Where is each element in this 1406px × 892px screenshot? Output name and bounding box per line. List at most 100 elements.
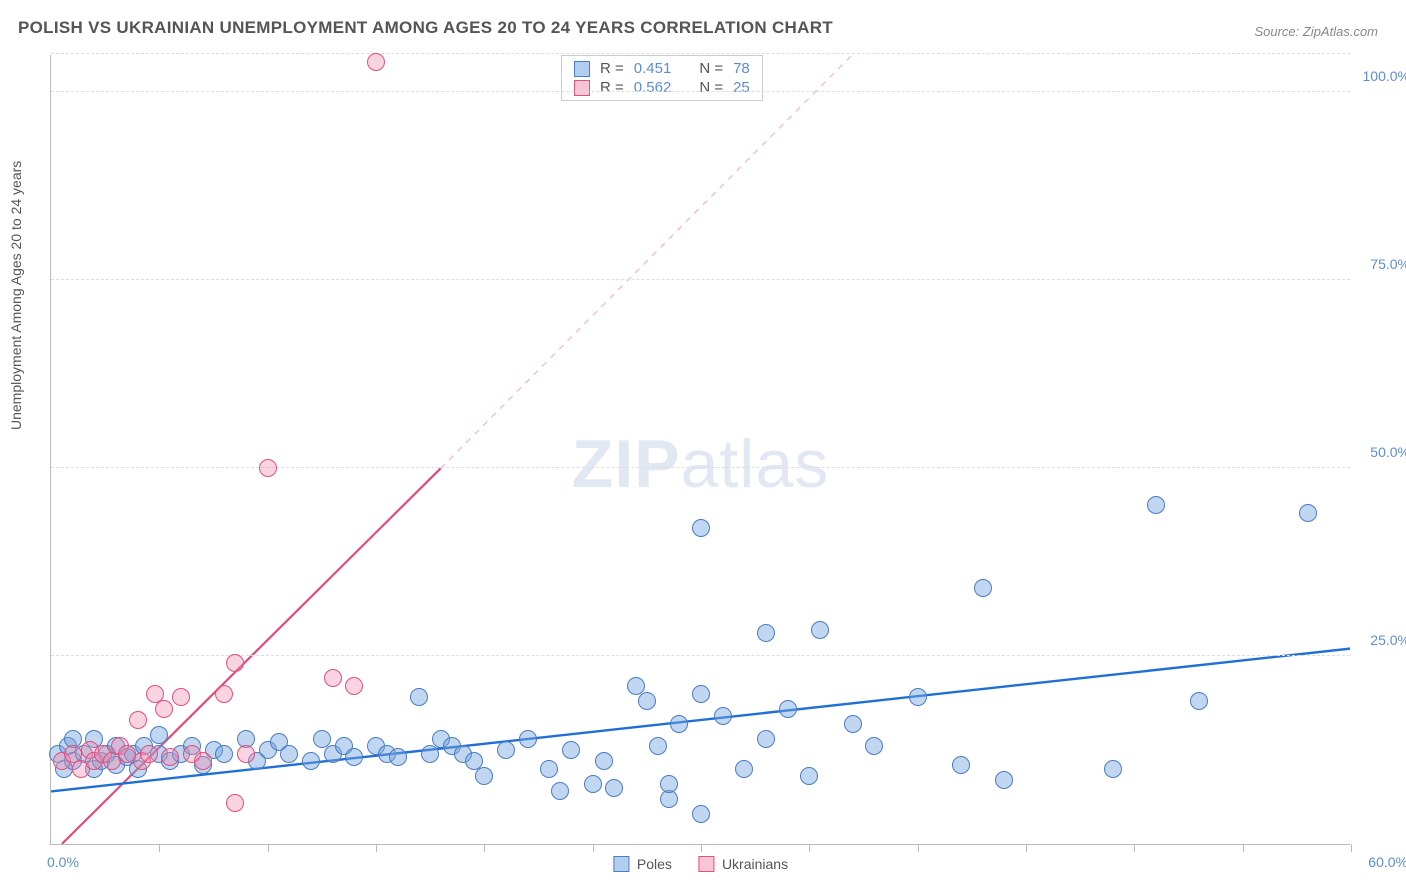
source-credit: Source: ZipAtlas.com xyxy=(1254,24,1378,39)
data-point-pink xyxy=(140,745,158,763)
legend-series: Poles Ukrainians xyxy=(613,856,788,872)
legend-row: R = 0.562 N = 25 xyxy=(562,78,762,97)
gridline xyxy=(51,655,1350,656)
n-label: N = xyxy=(699,79,723,96)
data-point-blue xyxy=(1190,692,1208,710)
x-tick xyxy=(1134,844,1135,852)
data-point-blue xyxy=(345,748,363,766)
data-point-blue xyxy=(1147,496,1165,514)
y-axis-label: Unemployment Among Ages 20 to 24 years xyxy=(8,161,24,430)
data-point-blue xyxy=(1104,760,1122,778)
data-point-blue xyxy=(595,752,613,770)
y-tick-label: 25.0% xyxy=(1370,632,1406,648)
legend-swatch xyxy=(613,856,629,872)
data-point-blue xyxy=(800,767,818,785)
data-point-blue xyxy=(692,685,710,703)
legend-swatch xyxy=(574,61,590,77)
data-point-blue xyxy=(519,730,537,748)
legend-label: Poles xyxy=(637,856,672,872)
plot-area: ZIPatlas R =0.451N =78R =0.562N =25 Pole… xyxy=(50,55,1350,845)
data-point-pink xyxy=(129,711,147,729)
x-tick xyxy=(593,844,594,852)
data-point-blue xyxy=(421,745,439,763)
data-point-pink xyxy=(172,688,190,706)
x-tick xyxy=(376,844,377,852)
gridline xyxy=(51,91,1350,92)
data-point-blue xyxy=(995,771,1013,789)
data-point-blue xyxy=(952,756,970,774)
data-point-blue xyxy=(974,579,992,597)
data-point-blue xyxy=(497,741,515,759)
x-tick xyxy=(918,844,919,852)
x-tick xyxy=(159,844,160,852)
x-tick xyxy=(1026,844,1027,852)
data-point-blue xyxy=(844,715,862,733)
data-point-blue xyxy=(757,624,775,642)
data-point-blue xyxy=(757,730,775,748)
x-tick xyxy=(1351,844,1352,852)
data-point-pink xyxy=(237,745,255,763)
data-point-blue xyxy=(865,737,883,755)
data-point-blue xyxy=(1299,504,1317,522)
x-axis-min: 0.0% xyxy=(47,854,79,870)
data-point-pink xyxy=(226,654,244,672)
data-point-blue xyxy=(389,748,407,766)
data-point-blue xyxy=(909,688,927,706)
data-point-blue xyxy=(779,700,797,718)
x-tick xyxy=(701,844,702,852)
data-point-blue xyxy=(605,779,623,797)
n-value: 25 xyxy=(733,79,750,96)
r-label: R = xyxy=(600,60,624,77)
data-point-blue xyxy=(584,775,602,793)
trend-lines xyxy=(51,55,1350,844)
legend-row: R = 0.451 N = 78 xyxy=(562,59,762,78)
data-point-pink xyxy=(161,748,179,766)
legend-swatch xyxy=(574,80,590,96)
x-axis-max: 60.0% xyxy=(1368,854,1406,870)
data-point-blue xyxy=(551,782,569,800)
x-tick xyxy=(809,844,810,852)
data-point-pink xyxy=(345,677,363,695)
data-point-pink xyxy=(367,53,385,71)
data-point-blue xyxy=(562,741,580,759)
watermark: ZIPatlas xyxy=(572,425,829,503)
data-point-blue xyxy=(638,692,656,710)
r-value: 0.562 xyxy=(634,79,672,96)
data-point-blue xyxy=(714,707,732,725)
data-point-blue xyxy=(302,752,320,770)
data-point-blue xyxy=(410,688,428,706)
data-point-pink xyxy=(194,752,212,770)
data-point-blue xyxy=(692,519,710,537)
gridline xyxy=(51,53,1350,54)
data-point-blue xyxy=(475,767,493,785)
data-point-blue xyxy=(692,805,710,823)
gridline xyxy=(51,467,1350,468)
legend-correlation: R = 0.451 N = 78 R = 0.562 N = 25 xyxy=(561,55,763,101)
data-point-pink xyxy=(155,700,173,718)
data-point-blue xyxy=(670,715,688,733)
y-tick-label: 75.0% xyxy=(1370,256,1406,272)
n-value: 78 xyxy=(733,60,750,77)
data-point-pink xyxy=(226,794,244,812)
x-tick xyxy=(268,844,269,852)
data-point-blue xyxy=(280,745,298,763)
n-label: N = xyxy=(699,60,723,77)
data-point-blue xyxy=(649,737,667,755)
y-tick-label: 100.0% xyxy=(1363,68,1406,84)
legend-swatch xyxy=(698,856,714,872)
r-label: R = xyxy=(600,79,624,96)
x-tick xyxy=(484,844,485,852)
chart-title: POLISH VS UKRAINIAN UNEMPLOYMENT AMONG A… xyxy=(18,18,833,38)
data-point-blue xyxy=(811,621,829,639)
legend-item: Poles xyxy=(613,856,672,872)
data-point-blue xyxy=(540,760,558,778)
legend-label: Ukrainians xyxy=(722,856,788,872)
legend-item: Ukrainians xyxy=(698,856,788,872)
x-tick xyxy=(1243,844,1244,852)
data-point-blue xyxy=(660,775,678,793)
r-value: 0.451 xyxy=(634,60,672,77)
data-point-blue xyxy=(150,726,168,744)
y-tick-label: 50.0% xyxy=(1370,444,1406,460)
data-point-pink xyxy=(259,459,277,477)
data-point-blue xyxy=(215,745,233,763)
